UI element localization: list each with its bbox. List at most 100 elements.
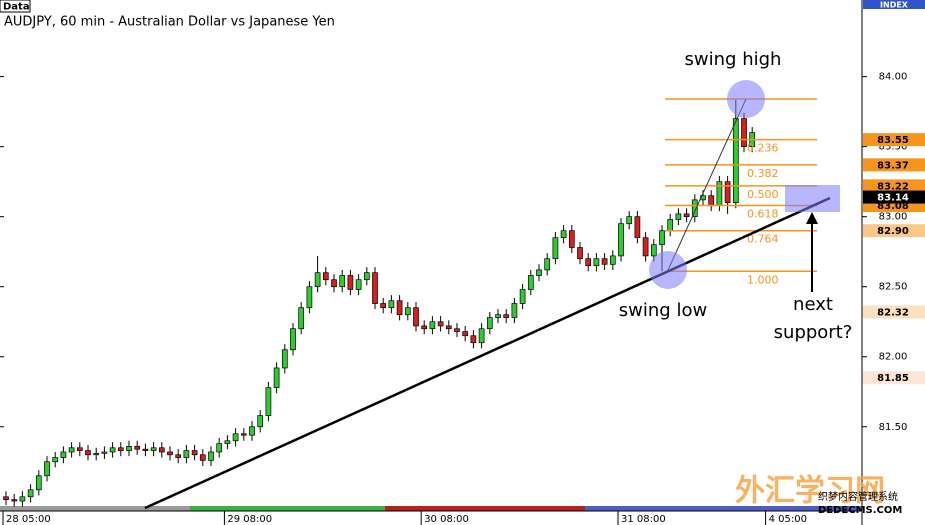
price-tag xyxy=(863,158,925,172)
candle-body xyxy=(134,446,141,450)
y-tick-label: 83.50 xyxy=(879,142,908,153)
watermark: DEDECMS.COM xyxy=(818,505,902,516)
price-tag-label: 81.85 xyxy=(877,373,909,384)
candle-body xyxy=(19,496,26,502)
candle-body xyxy=(741,118,747,148)
price-tag-label: 83.08 xyxy=(877,201,909,212)
candle-body xyxy=(60,451,67,458)
price-tag xyxy=(863,190,925,204)
candle-body xyxy=(626,216,633,225)
candle-body xyxy=(85,450,91,456)
trendline xyxy=(144,196,831,510)
candle-body xyxy=(642,237,649,257)
support-zone xyxy=(785,185,840,212)
price-tag xyxy=(863,305,925,319)
session-strip xyxy=(0,506,190,511)
candle-body xyxy=(35,475,42,491)
candle-body xyxy=(142,448,149,451)
candle-body xyxy=(44,461,50,477)
index-box xyxy=(863,0,925,9)
candle-body xyxy=(429,321,436,330)
candle-body xyxy=(437,321,444,327)
fib-diagonal xyxy=(667,98,747,271)
candle-body xyxy=(322,272,329,281)
candle-body xyxy=(724,181,731,204)
candle-body xyxy=(544,258,551,271)
fib-ratio: 1.000 xyxy=(747,273,779,286)
annotation: support? xyxy=(774,322,853,343)
price-tag-label: 82.32 xyxy=(877,307,909,318)
fib-ratio: 0.236 xyxy=(747,142,779,155)
candle-body xyxy=(585,258,592,267)
y-tick-label: 81.50 xyxy=(879,422,908,433)
candle-body xyxy=(486,317,493,330)
candle-body xyxy=(240,433,247,436)
candle-body xyxy=(413,307,419,327)
candle-body xyxy=(257,415,264,428)
watermark: 外汇学习网 xyxy=(735,474,885,509)
candle-body xyxy=(675,213,682,220)
candle-body xyxy=(3,496,9,500)
candle-body xyxy=(109,447,116,453)
candle-body xyxy=(331,279,337,288)
candle-body xyxy=(52,457,59,463)
candle-body xyxy=(76,447,83,451)
candle-body xyxy=(601,258,608,265)
candle-body xyxy=(667,219,674,232)
candle-body xyxy=(396,300,403,316)
x-tick-label: 31 08:00 xyxy=(621,514,666,525)
candle-body xyxy=(659,230,665,246)
candle-body xyxy=(339,275,346,288)
index-label: INDEX xyxy=(880,1,909,10)
price-tag-label: 83.22 xyxy=(877,181,909,192)
candle-body xyxy=(650,244,657,257)
candle-body xyxy=(117,447,124,451)
candle-body xyxy=(519,289,526,304)
candle-body xyxy=(101,451,108,454)
candle-body xyxy=(175,454,182,458)
candle-body xyxy=(191,450,198,456)
candle-body xyxy=(281,349,288,369)
y-tick-label: 83.00 xyxy=(879,212,908,223)
candle-body xyxy=(363,272,370,281)
fib-ratio: 0.382 xyxy=(747,167,779,180)
candle-body xyxy=(158,447,165,453)
chart-title: AUDJPY, 60 min - Australian Dollar vs Ja… xyxy=(4,15,335,30)
candle-body xyxy=(478,328,485,344)
price-tag xyxy=(863,371,925,385)
annotation: swing high xyxy=(685,49,782,70)
candle-body xyxy=(126,446,132,451)
session-strip xyxy=(585,506,862,511)
candle-body xyxy=(347,275,354,290)
candle-body xyxy=(470,335,477,344)
candles xyxy=(3,99,756,507)
candle-body xyxy=(167,451,173,456)
candle-body xyxy=(11,499,18,502)
candle-body xyxy=(273,367,280,388)
ticks: 81.50 82.00 82.50 83.00 83.50 84.00 28 05:00 29… xyxy=(0,72,907,525)
session-strip xyxy=(385,506,585,511)
fib-ratio: 0.618 xyxy=(747,207,779,220)
candle-body xyxy=(27,489,34,498)
y-tick-label: 82.50 xyxy=(879,282,908,293)
candle-body xyxy=(355,279,362,290)
annotation: swing low xyxy=(619,300,707,321)
candle-body xyxy=(503,314,510,318)
fib-ratio: 0.500 xyxy=(747,188,779,201)
candle-body xyxy=(495,314,501,318)
candle-body xyxy=(552,237,559,260)
candle-body xyxy=(560,230,567,239)
candle-body xyxy=(527,275,534,290)
x-tick-label: 29 08:00 xyxy=(227,514,272,525)
candle-body xyxy=(454,328,460,332)
candle-body xyxy=(568,230,575,248)
candle-body xyxy=(150,447,157,451)
candle-body xyxy=(68,447,75,453)
x-tick-label: 4 05:00 xyxy=(769,514,807,525)
price-tag xyxy=(863,224,925,238)
candle-body xyxy=(232,433,239,442)
candle-body xyxy=(708,195,715,206)
